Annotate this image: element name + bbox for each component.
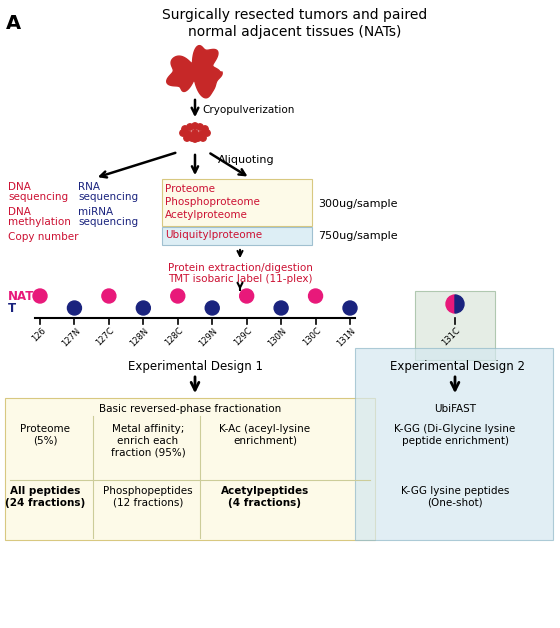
Text: Acetylproteome: Acetylproteome (165, 210, 248, 220)
Circle shape (184, 135, 190, 141)
Text: 131C: 131C (441, 326, 463, 348)
Text: UbiFAST: UbiFAST (434, 404, 476, 414)
Circle shape (343, 301, 357, 315)
Circle shape (199, 131, 205, 137)
Text: TMT isobaric label (11-plex): TMT isobaric label (11-plex) (168, 274, 312, 284)
Text: Aliquoting: Aliquoting (218, 155, 274, 165)
Text: 130C: 130C (301, 326, 323, 348)
Text: sequencing: sequencing (78, 217, 138, 227)
Circle shape (192, 136, 198, 142)
Circle shape (180, 130, 186, 136)
Text: T: T (8, 301, 16, 315)
Text: Experimental Design 2: Experimental Design 2 (390, 360, 525, 373)
Circle shape (200, 135, 206, 141)
Circle shape (274, 301, 288, 315)
Circle shape (197, 124, 203, 130)
Circle shape (204, 130, 210, 136)
Text: 127N: 127N (60, 326, 82, 348)
Text: Acetylpeptides
(4 fractions): Acetylpeptides (4 fractions) (221, 486, 309, 507)
FancyBboxPatch shape (162, 179, 312, 226)
Circle shape (309, 289, 323, 303)
Text: Protein extraction/digestion: Protein extraction/digestion (167, 263, 312, 273)
Text: Copy number: Copy number (8, 232, 78, 242)
Text: 130N: 130N (267, 326, 288, 348)
Text: 750ug/sample: 750ug/sample (318, 231, 398, 241)
Text: A: A (6, 14, 21, 33)
Circle shape (102, 289, 116, 303)
Text: Phosphopeptides
(12 fractions): Phosphopeptides (12 fractions) (103, 486, 193, 507)
Text: Phosphoproteome: Phosphoproteome (165, 197, 260, 207)
Text: DNA: DNA (8, 207, 31, 217)
Text: 131N: 131N (335, 326, 357, 348)
Text: CR: CR (446, 298, 464, 311)
Text: Metal affinity;
enrich each
fraction (95%): Metal affinity; enrich each fraction (95… (111, 424, 185, 457)
Text: K-GG (Di-Glycine lysine
peptide enrichment): K-GG (Di-Glycine lysine peptide enrichme… (394, 424, 516, 446)
Text: Proteome: Proteome (165, 184, 215, 194)
Text: DNA: DNA (8, 182, 31, 192)
Wedge shape (455, 295, 464, 313)
Text: Proteome
(5%): Proteome (5%) (20, 424, 70, 446)
Text: 126: 126 (30, 326, 48, 344)
Circle shape (192, 123, 198, 129)
Circle shape (67, 301, 81, 315)
FancyBboxPatch shape (5, 398, 375, 540)
Circle shape (187, 124, 193, 130)
Text: miRNA: miRNA (78, 207, 113, 217)
FancyBboxPatch shape (415, 291, 495, 360)
Text: All peptides
(24 fractions): All peptides (24 fractions) (5, 486, 85, 507)
Text: RNA: RNA (78, 182, 100, 192)
Circle shape (33, 289, 47, 303)
Circle shape (195, 135, 201, 141)
Circle shape (171, 289, 185, 303)
Text: K-Ac (aceyl-lysine
enrichment): K-Ac (aceyl-lysine enrichment) (220, 424, 311, 446)
Text: sequencing: sequencing (78, 192, 138, 202)
Text: 129C: 129C (232, 326, 254, 348)
Text: Experimental Design 1: Experimental Design 1 (128, 360, 263, 373)
Circle shape (205, 301, 219, 315)
FancyBboxPatch shape (162, 227, 312, 245)
Circle shape (202, 126, 208, 133)
Text: sequencing: sequencing (8, 192, 68, 202)
Circle shape (192, 130, 198, 136)
Text: NAT: NAT (8, 290, 34, 303)
Text: Cryopulverization: Cryopulverization (202, 105, 295, 115)
Polygon shape (167, 46, 222, 98)
FancyBboxPatch shape (355, 348, 553, 540)
Text: Ubiquitylproteome: Ubiquitylproteome (165, 230, 262, 240)
Text: Basic reversed-phase fractionation: Basic reversed-phase fractionation (99, 404, 281, 414)
Text: 300ug/sample: 300ug/sample (318, 199, 398, 209)
Circle shape (240, 289, 254, 303)
Text: 128C: 128C (164, 326, 185, 348)
Text: Surgically resected tumors and paired
normal adjacent tissues (NATs): Surgically resected tumors and paired no… (162, 8, 428, 40)
Text: K-GG lysine peptides
(One-shot): K-GG lysine peptides (One-shot) (401, 486, 509, 507)
Text: 129N: 129N (198, 326, 220, 348)
Circle shape (185, 131, 191, 137)
Wedge shape (446, 295, 455, 313)
Circle shape (136, 301, 150, 315)
Text: 128N: 128N (129, 326, 151, 348)
Text: 127C: 127C (95, 326, 116, 348)
Circle shape (189, 135, 195, 141)
Text: methylation: methylation (8, 217, 71, 227)
Circle shape (182, 126, 188, 133)
